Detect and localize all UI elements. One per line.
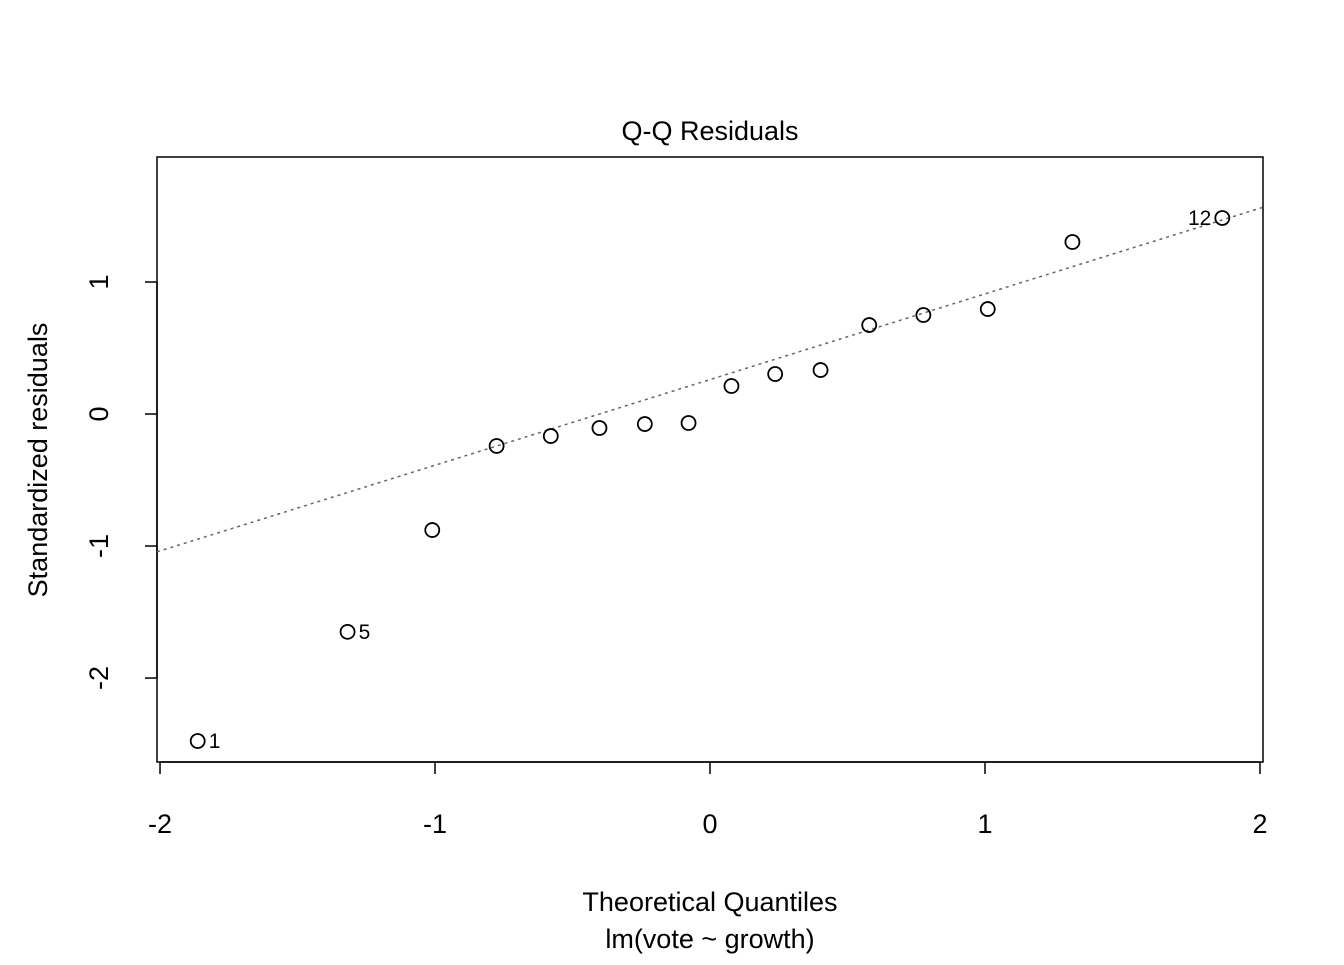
data-point bbox=[542, 428, 559, 444]
y-axis-label: Standardized residuals bbox=[23, 323, 53, 598]
x-axis: -2 -1 0 1 2 bbox=[148, 761, 1267, 839]
data-point bbox=[488, 438, 505, 454]
y-tick-label: -1 bbox=[84, 534, 114, 558]
data-point bbox=[339, 623, 356, 640]
data-point bbox=[591, 420, 608, 436]
data-point bbox=[424, 522, 441, 538]
reference-line-group bbox=[156, 206, 1264, 553]
data-point bbox=[189, 733, 206, 749]
data-point bbox=[723, 378, 740, 394]
data-point bbox=[1064, 234, 1081, 250]
data-point bbox=[812, 362, 829, 378]
x-tick-label: 1 bbox=[977, 809, 992, 839]
x-tick-label: -2 bbox=[148, 809, 172, 839]
data-point bbox=[979, 301, 996, 317]
y-tick-label: 1 bbox=[84, 274, 114, 289]
reference-line bbox=[156, 206, 1264, 553]
point-label: 12 bbox=[1188, 207, 1211, 230]
x-axis-subtitle: lm(vote ~ growth) bbox=[605, 924, 814, 954]
data-point bbox=[680, 415, 697, 431]
data-point bbox=[767, 366, 784, 382]
x-tick-label: -1 bbox=[423, 809, 447, 839]
x-tick-label: 2 bbox=[1252, 809, 1267, 839]
x-axis-label: Theoretical Quantiles bbox=[582, 887, 837, 917]
y-axis: -2 -1 0 1 bbox=[84, 274, 158, 690]
data-point bbox=[861, 317, 878, 333]
y-tick-label: -2 bbox=[84, 666, 114, 690]
data-point bbox=[636, 416, 653, 432]
y-tick-label: 0 bbox=[84, 407, 114, 422]
x-tick-label: 0 bbox=[702, 809, 717, 839]
data-point bbox=[915, 307, 932, 323]
plot-frame bbox=[156, 156, 1264, 763]
chart-title: Q-Q Residuals bbox=[621, 116, 798, 146]
point-label: 1 bbox=[209, 730, 221, 753]
data-point bbox=[1214, 210, 1231, 226]
point-label: 5 bbox=[359, 621, 371, 644]
